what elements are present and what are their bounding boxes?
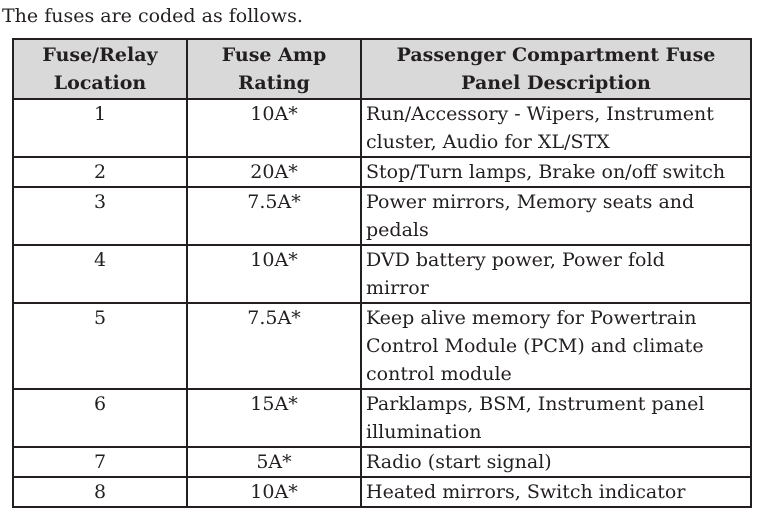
header-amp-line-2: Rating bbox=[238, 72, 310, 94]
description-line: Parklamps, BSM, Instrument panel bbox=[366, 393, 705, 415]
fuse-location: 2 bbox=[12, 156, 188, 188]
fuse-location: 6 bbox=[12, 388, 188, 448]
table-row: 6 15A* Parklamps, BSM, Instrument panel … bbox=[12, 388, 752, 448]
table-row: 7 5A* Radio (start signal) bbox=[12, 446, 752, 478]
fuse-location: 7 bbox=[12, 446, 188, 478]
fuse-description: Parklamps, BSM, Instrument panel illumin… bbox=[360, 388, 752, 448]
description-line: Heated mirrors, Switch indicator bbox=[366, 481, 686, 503]
table-row: 1 10A* Run/Accessory - Wipers, Instrumen… bbox=[12, 98, 752, 158]
fuse-description: Keep alive memory for Powertrain Control… bbox=[360, 302, 752, 390]
fuse-location: 5 bbox=[12, 302, 188, 390]
header-description: Passenger Compartment Fuse Panel Descrip… bbox=[360, 38, 752, 100]
fuse-amp-rating: 20A* bbox=[186, 156, 362, 188]
fuse-amp-rating: 5A* bbox=[186, 446, 362, 478]
description-line: Keep alive memory for Powertrain bbox=[366, 307, 697, 329]
fuse-location: 8 bbox=[12, 476, 188, 508]
table-row: 5 7.5A* Keep alive memory for Powertrain… bbox=[12, 302, 752, 390]
table-row: 2 20A* Stop/Turn lamps, Brake on/off swi… bbox=[12, 156, 752, 188]
fuse-location: 4 bbox=[12, 244, 188, 304]
description-line: Stop/Turn lamps, Brake on/off switch bbox=[366, 161, 726, 183]
intro-text: The fuses are coded as follows. bbox=[2, 5, 303, 27]
description-line: Radio (start signal) bbox=[366, 451, 552, 473]
fuse-amp-rating: 10A* bbox=[186, 476, 362, 508]
description-line: Control Module (PCM) and climate bbox=[366, 335, 704, 357]
header-description-line-2: Panel Description bbox=[461, 72, 651, 94]
fuse-description: Stop/Turn lamps, Brake on/off switch bbox=[360, 156, 752, 188]
description-line: Power mirrors, Memory seats and bbox=[366, 191, 695, 213]
table-row: 8 10A* Heated mirrors, Switch indicator bbox=[12, 476, 752, 508]
header-description-line-1: Passenger Compartment Fuse bbox=[396, 44, 716, 66]
fuse-amp-rating: 15A* bbox=[186, 388, 362, 448]
fuse-amp-rating: 7.5A* bbox=[186, 186, 362, 246]
fuse-description: Power mirrors, Memory seats and pedals bbox=[360, 186, 752, 246]
fuse-description: Heated mirrors, Switch indicator bbox=[360, 476, 752, 508]
description-line: pedals bbox=[366, 219, 429, 241]
fuse-location: 3 bbox=[12, 186, 188, 246]
header-location-line-2: Location bbox=[53, 72, 147, 94]
fuse-location: 1 bbox=[12, 98, 188, 158]
header-amp-line-1: Fuse Amp bbox=[221, 44, 327, 66]
table-header-row: Fuse/Relay Location Fuse Amp Rating Pass… bbox=[12, 38, 752, 100]
header-location-line-1: Fuse/Relay bbox=[42, 44, 158, 66]
fuse-amp-rating: 10A* bbox=[186, 244, 362, 304]
description-line: illumination bbox=[366, 421, 482, 443]
fuse-description: Radio (start signal) bbox=[360, 446, 752, 478]
description-line: cluster, Audio for XL/STX bbox=[366, 131, 610, 153]
table-row: 4 10A* DVD battery power, Power fold mir… bbox=[12, 244, 752, 304]
header-amp-rating: Fuse Amp Rating bbox=[186, 38, 362, 100]
description-line: Run/Accessory - Wipers, Instrument bbox=[366, 103, 714, 125]
fuse-description: Run/Accessory - Wipers, Instrument clust… bbox=[360, 98, 752, 158]
fuse-amp-rating: 7.5A* bbox=[186, 302, 362, 390]
fuse-amp-rating: 10A* bbox=[186, 98, 362, 158]
description-line: mirror bbox=[366, 277, 429, 299]
fuse-description: DVD battery power, Power fold mirror bbox=[360, 244, 752, 304]
table-row: 3 7.5A* Power mirrors, Memory seats and … bbox=[12, 186, 752, 246]
description-line: control module bbox=[366, 363, 512, 385]
description-line: DVD battery power, Power fold bbox=[366, 249, 665, 271]
fuse-table: Fuse/Relay Location Fuse Amp Rating Pass… bbox=[12, 38, 752, 508]
header-location: Fuse/Relay Location bbox=[12, 38, 188, 100]
